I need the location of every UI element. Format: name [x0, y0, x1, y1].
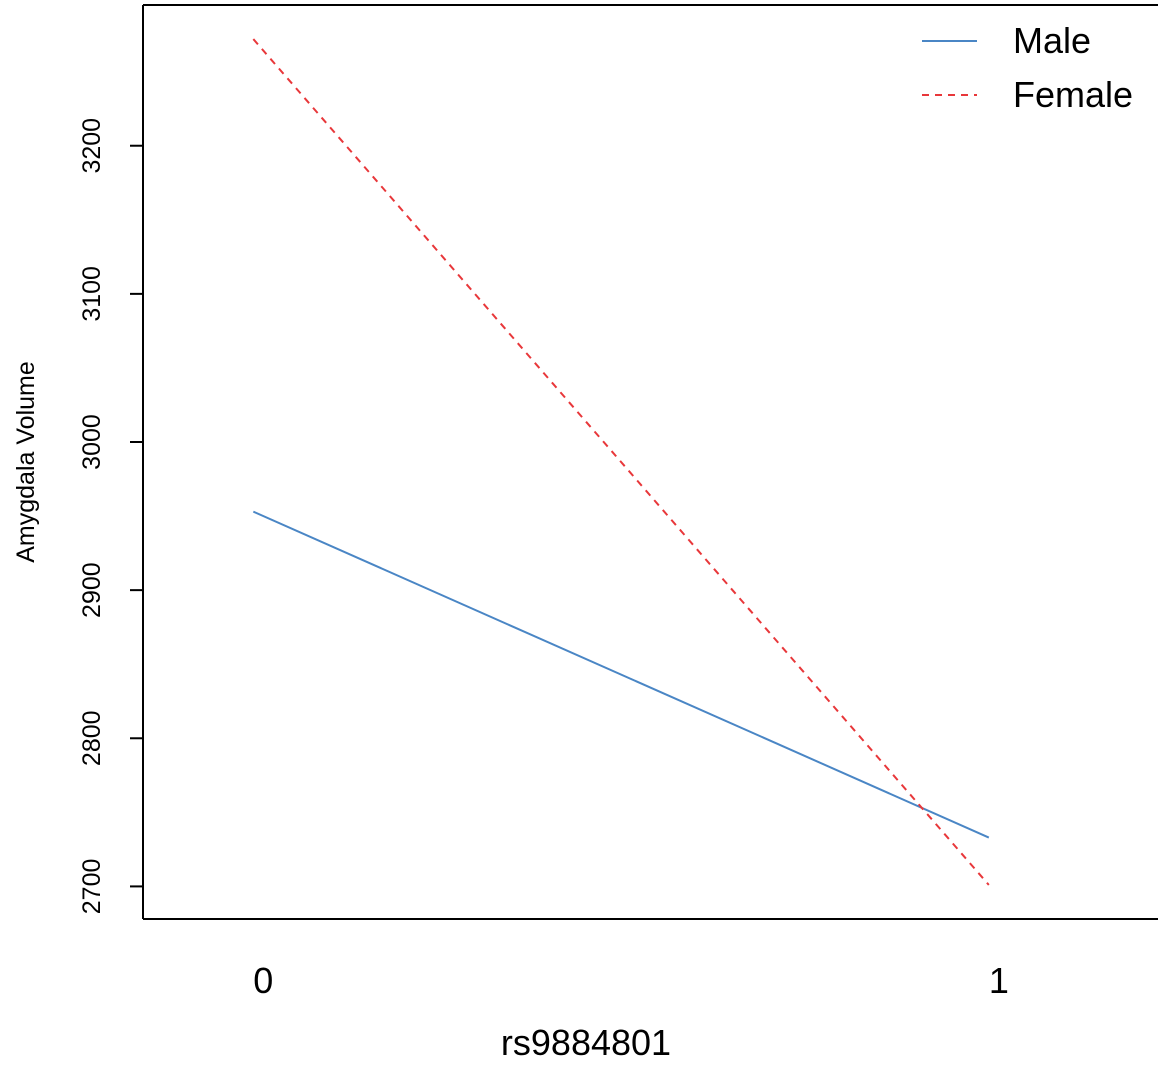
series-line-female: [252, 38, 990, 886]
y-tick-label: 2800: [78, 710, 106, 766]
y-axis-label: Amygdala Volume: [12, 361, 40, 563]
legend: Male Female: [922, 20, 1133, 115]
legend-label-female: Female: [1013, 74, 1133, 115]
series-line-male: [252, 510, 990, 839]
y-axis: 2700 2800 2900 3000 3100 3200: [78, 118, 143, 914]
x-tick-label: 1: [989, 960, 1009, 1001]
series-layer: [252, 38, 990, 886]
y-tick-label: 2700: [78, 859, 106, 915]
y-tick-label: 2900: [78, 562, 106, 618]
y-tick-label: 3100: [78, 266, 106, 322]
legend-label-male: Male: [1013, 20, 1091, 61]
x-tick-label: 0: [253, 960, 273, 1001]
x-axis-label: rs9884801: [501, 1022, 671, 1063]
plot-frame: [142, 4, 1158, 920]
y-tick-label: 3200: [78, 118, 106, 174]
y-tick-label: 3000: [78, 414, 106, 470]
